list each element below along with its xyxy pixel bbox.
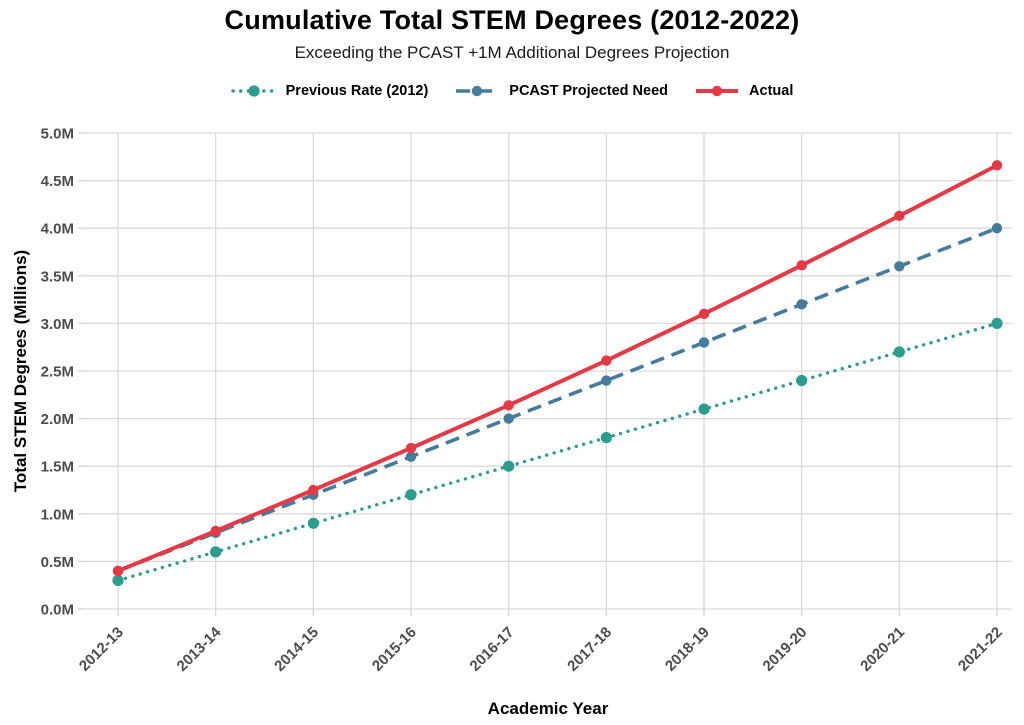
data-point-marker <box>503 413 514 424</box>
data-point-marker <box>308 484 319 496</box>
legend-label-previous-rate: Previous Rate (2012) <box>285 83 429 99</box>
data-point-marker <box>405 489 417 501</box>
x-tick-label: 2018-19 <box>662 624 713 675</box>
y-tick-label: 2.0M <box>41 411 74 428</box>
y-tick-label: 1.0M <box>41 506 74 523</box>
x-tick-label: 2016-17 <box>467 624 518 675</box>
data-point-marker <box>405 442 417 454</box>
y-tick-label: 3.5M <box>41 268 74 285</box>
data-point-marker <box>503 400 514 411</box>
data-point-marker <box>210 525 221 537</box>
data-point-marker <box>210 546 222 558</box>
x-tick-label: 2014-15 <box>271 624 322 675</box>
x-axis-title: Academic Year <box>487 699 609 718</box>
data-point-marker <box>503 460 515 472</box>
data-point-marker <box>112 565 124 577</box>
series-line <box>116 321 999 583</box>
y-tick-label: 0.5M <box>41 554 74 571</box>
x-tick-label: 2019-20 <box>760 624 811 675</box>
data-point-marker <box>991 160 1003 171</box>
data-point-marker <box>600 432 612 444</box>
data-point-marker <box>405 451 417 462</box>
x-tick-label: 2015-16 <box>369 624 420 675</box>
data-point-marker <box>698 337 710 348</box>
legend-swatch-dotted-line-icon <box>230 85 277 97</box>
y-tick-label: 2.5M <box>41 364 74 381</box>
y-tick-label: 4.0M <box>41 221 74 238</box>
y-tick-label: 0.0M <box>41 602 74 619</box>
series-line <box>117 163 998 573</box>
data-point-marker <box>601 355 612 366</box>
x-tick-label: 2021-22 <box>955 624 1006 675</box>
legend-item-previous-rate: Previous Rate (2012) <box>230 83 429 99</box>
legend: Previous Rate (2012) PCAST Projected Nee… <box>0 83 1024 99</box>
data-point-marker <box>991 317 1003 329</box>
data-point-marker <box>698 403 710 415</box>
data-point-marker <box>894 210 905 222</box>
legend-swatch-dashed-line-icon <box>456 85 499 97</box>
data-point-marker <box>112 574 124 587</box>
data-point-marker <box>307 517 319 529</box>
x-tick-label: 2012-13 <box>76 624 127 675</box>
y-axis-title: Total STEM Degrees (Millions) <box>11 249 30 493</box>
legend-label-pcast-projected-need: PCAST Projected Need <box>509 83 669 99</box>
data-point-marker <box>894 261 905 272</box>
series-line <box>117 226 998 573</box>
y-tick-label: 4.5M <box>41 173 74 190</box>
y-tick-label: 3.0M <box>41 316 74 333</box>
y-tick-label: 5.0M <box>41 126 74 143</box>
legend-swatch-solid-line-icon <box>696 85 739 97</box>
data-point-marker <box>796 374 808 387</box>
x-tick-label: 2017-18 <box>564 624 615 675</box>
legend-label-actual: Actual <box>749 83 794 99</box>
data-point-marker <box>893 346 905 358</box>
data-point-marker <box>601 375 612 386</box>
y-tick-label: 1.5M <box>41 459 74 476</box>
data-point-marker <box>796 260 807 271</box>
legend-item-actual: Actual <box>694 83 793 99</box>
data-point-marker <box>796 299 807 310</box>
chart-title: Cumulative Total STEM Degrees (2012-2022… <box>224 5 800 35</box>
x-tick-label: 2013-14 <box>174 623 225 674</box>
data-point-marker <box>991 223 1003 234</box>
legend-item-pcast-projected-need: PCAST Projected Need <box>454 83 668 99</box>
data-point-marker <box>698 308 710 320</box>
x-tick-label: 2020-21 <box>857 624 908 675</box>
chart-subtitle: Exceeding the PCAST +1M Additional Degre… <box>294 43 730 62</box>
